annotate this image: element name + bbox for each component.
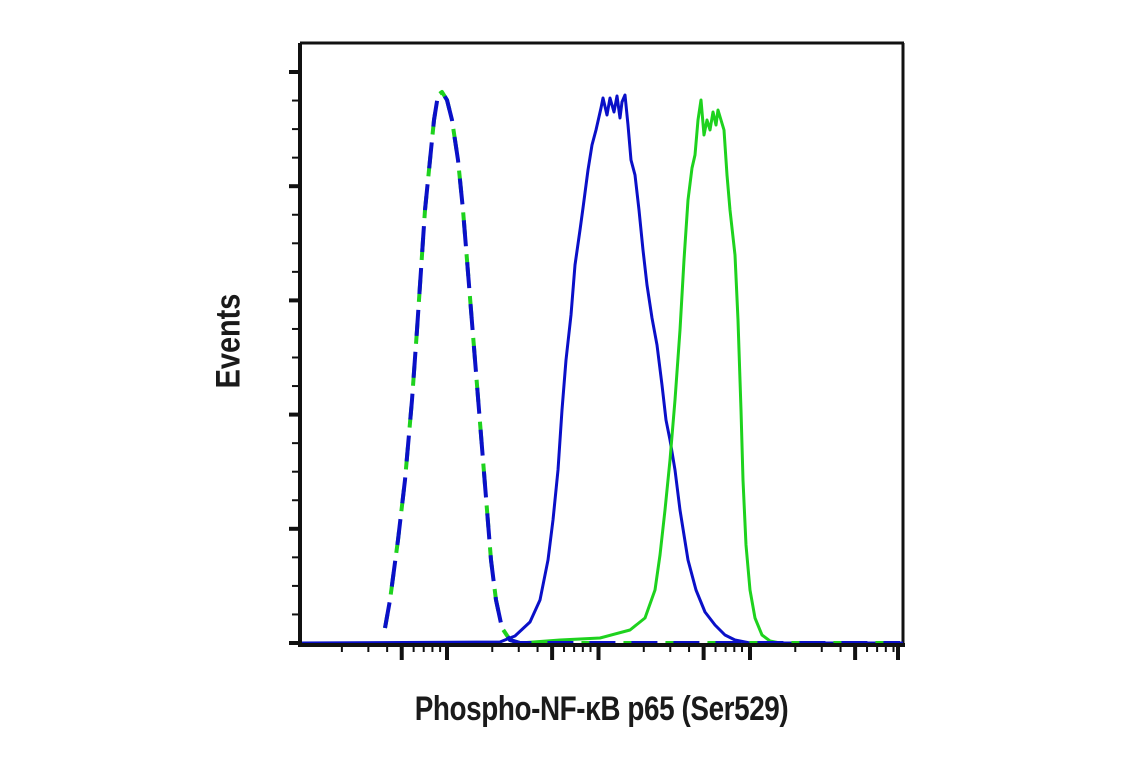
series-isotype-control-blue-dashed [383, 90, 900, 645]
axes [298, 43, 905, 647]
x-axis-ticks [340, 645, 900, 660]
plot-frame [300, 41, 905, 645]
series-treated-green [519, 98, 781, 645]
x-axis-title: Phospho-NF-κB p65 (Ser529) [414, 690, 789, 728]
histogram-series [299, 90, 903, 645]
series-untreated-blue [299, 93, 903, 645]
series-isotype-control-green-dashed [383, 90, 900, 645]
y-axis-title: Events [209, 293, 248, 389]
